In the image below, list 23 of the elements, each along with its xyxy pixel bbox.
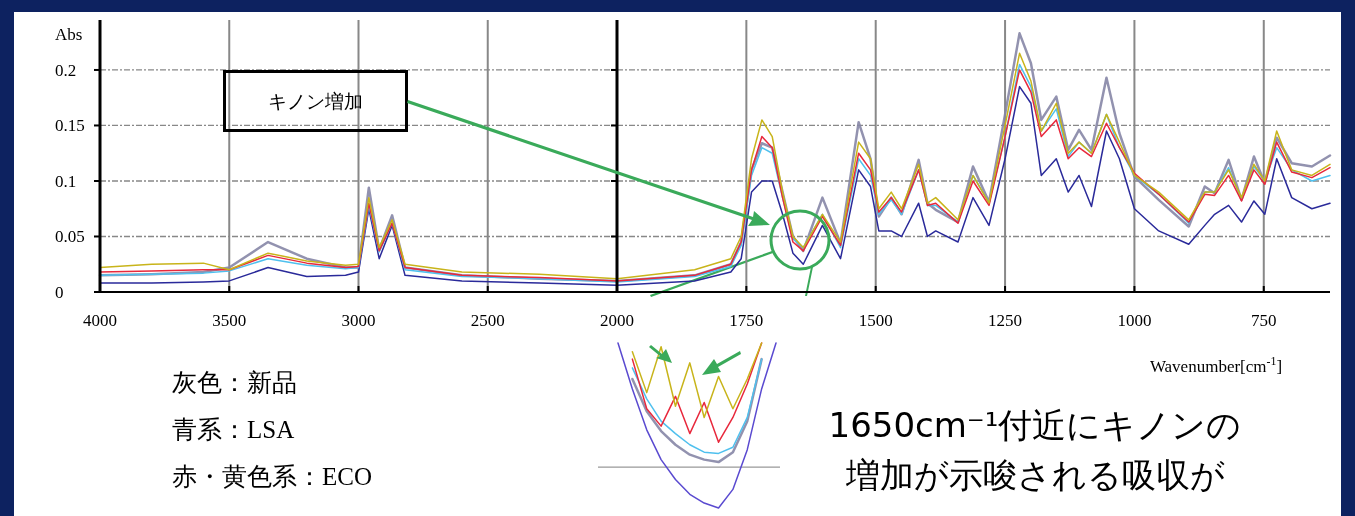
text: 青系：LSA [172,415,295,443]
text: 灰色：新品 [172,368,297,396]
y-tick-label: 0.15 [55,116,85,136]
x-tick-label: 4000 [83,311,117,330]
annotation: キノン増加 [267,89,363,112]
y-tick-label: 0.2 [55,60,77,80]
x-tick-label: 2500 [470,311,505,330]
y-tick-label: 0.05 [55,227,85,247]
x-axis-title: Wavenumber[cm$^{-1}$] [1149,354,1283,376]
text: 赤・黄色系：ECO [172,462,372,490]
y-tick-label: 0 [55,282,64,302]
x-tick-label: 1500 [858,311,893,330]
text: 増加が示唆される吸収が [844,454,1225,495]
y-axis-title: Abs [55,25,83,44]
x-tick-label: 1000 [1117,311,1152,330]
y-tick-label: 0.1 [55,171,77,191]
x-tick-label: 3500 [212,311,247,330]
x-tick-label: 2000 [600,311,634,330]
x-tick-label: 1750 [729,311,764,330]
x-tick-label: 1250 [988,311,1023,330]
x-tick-label: 750 [1251,311,1277,330]
x-tick-label: 3000 [341,311,376,330]
text: 1650cm⁻¹付近にキノンの [828,404,1242,445]
